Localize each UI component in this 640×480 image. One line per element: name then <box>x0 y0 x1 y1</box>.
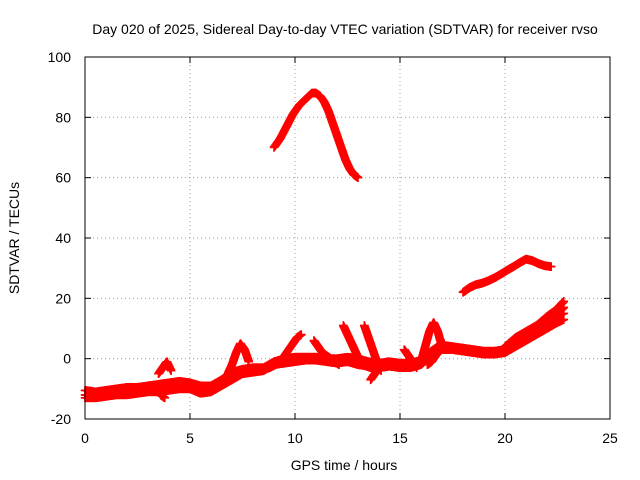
data-point <box>355 357 365 366</box>
data-point <box>412 363 422 373</box>
y-tick-label: 100 <box>48 49 72 65</box>
data-point <box>559 315 569 324</box>
x-tick-labels: 0 5 10 15 20 25 <box>81 430 618 446</box>
data-point <box>334 360 344 369</box>
data-point <box>559 297 569 306</box>
data-point <box>383 357 392 366</box>
x-axis-title: GPS time / hours <box>291 457 398 473</box>
x-tick-label: 25 <box>602 430 618 446</box>
data-point <box>546 262 556 271</box>
x-tick-label: 0 <box>81 430 89 446</box>
axis-ticks <box>84 56 611 420</box>
chart-title: Day 020 of 2025, Sidereal Day-to-day VTE… <box>92 21 598 37</box>
y-tick-label: 20 <box>55 290 71 306</box>
data-point <box>353 173 363 182</box>
x-tick-label: 10 <box>287 430 303 446</box>
x-tick-label: 5 <box>186 430 194 446</box>
y-tick-label: 40 <box>55 230 71 246</box>
y-tick-label: 80 <box>55 109 71 125</box>
data-point <box>439 339 449 348</box>
y-axis-title: SDTVAR / TECUs <box>6 182 22 294</box>
data-point <box>244 357 254 366</box>
x-tick-label: 15 <box>392 430 408 446</box>
data-point <box>166 366 176 376</box>
x-tick-label: 20 <box>497 430 513 446</box>
y-tick-label: 60 <box>55 170 71 186</box>
y-tick-label: -20 <box>51 411 71 427</box>
y-tick-labels: -20 0 20 40 60 80 100 <box>48 49 72 427</box>
data-point <box>297 330 306 339</box>
data-point <box>156 390 165 400</box>
y-tick-label: 0 <box>63 351 71 367</box>
data-points <box>80 88 569 403</box>
